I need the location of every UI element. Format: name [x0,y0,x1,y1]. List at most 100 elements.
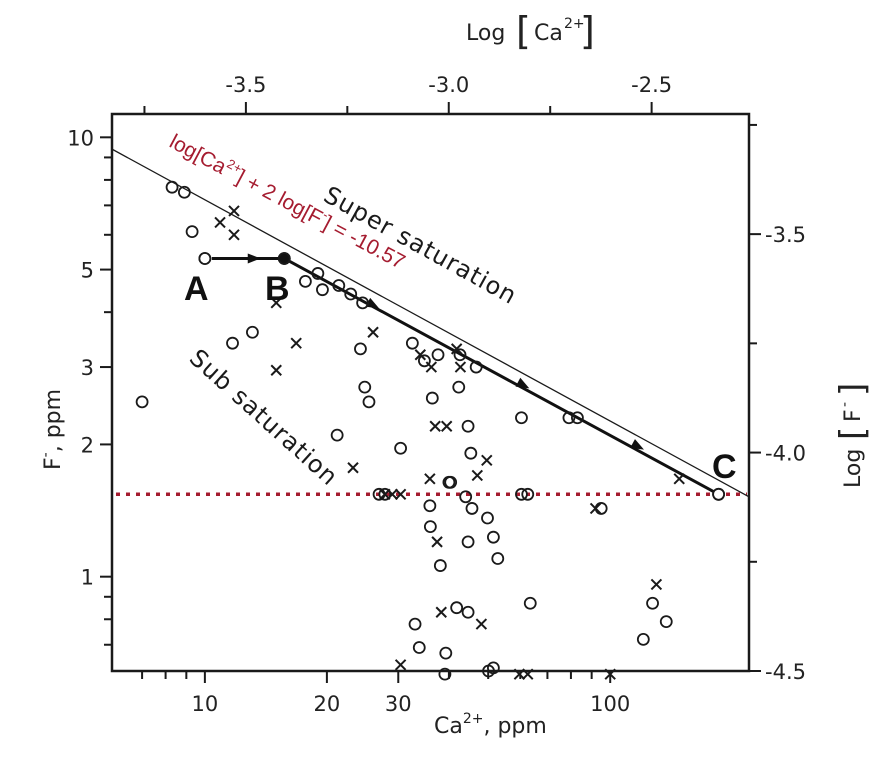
circle-marker [438,667,452,681]
top-axis-title: Log [ Ca 2+ ] [466,9,595,53]
svg-text:Log: Log [841,449,866,488]
cross-marker [367,326,379,338]
cross-marker [475,618,488,630]
y-tick-label: 10 [67,126,94,150]
circle-marker [523,596,537,610]
circle-marker [135,395,149,409]
circle-marker [482,664,495,678]
point-b-label: B [265,270,290,308]
circle-marker [246,325,259,339]
cross-marker [513,668,526,680]
circle-marker [165,180,179,194]
cross-marker [228,205,240,217]
cross-marker [435,606,447,618]
circle-marker [431,348,445,362]
x-axis-title: Ca2+, ppm [434,711,547,739]
cross-marker [673,473,685,485]
circle-marker [362,395,376,409]
cross-marker [450,343,463,355]
path-point-marker [198,252,212,265]
circle-marker [439,646,453,660]
cross-marker [522,668,534,680]
svg-text:]: ] [833,383,873,396]
svg-text:F-, ppm: F-, ppm [38,389,66,470]
cross-marker [228,229,240,241]
cross-marker [270,297,282,309]
x-tick-label: 30 [385,692,412,716]
cross-marker [424,473,436,485]
circle-marker [481,511,494,525]
circle-marker [425,391,439,405]
circle-marker [491,552,505,565]
circle-marker [378,487,392,501]
circle-marker [469,360,483,374]
circle-marker [412,641,426,654]
y-tick-label: 2 [81,433,94,457]
svg-text:Log: Log [466,21,505,46]
circle-marker [464,446,478,460]
path-point-marker [712,487,725,501]
cross-marker [290,337,302,349]
equation-label: log[Ca2+] + 2 log[F-] = -10.57 [166,130,409,274]
sub-saturation-label: Sub saturation [184,344,344,492]
svg-text:[: [ [833,427,873,440]
right-y-tick-label: -4.0 [765,442,806,466]
x-tick-label: 20 [314,692,341,716]
axis-ticks [100,102,761,683]
circle-marker [646,596,659,610]
cross-marker [431,536,443,548]
circle-marker [332,279,346,292]
circle-marker [354,342,367,356]
circle-marker [226,336,239,350]
svg-text:Ca: Ca [534,21,563,46]
point-c-label: C [712,448,737,486]
cross-marker [414,349,427,361]
cross-marker [394,488,407,501]
cross-marker [270,364,282,376]
y-tick-label: 5 [81,259,94,283]
cross-marker [394,659,407,671]
right-y-tick-label: -3.5 [765,223,806,247]
circle-marker [571,411,584,425]
circle-marker [423,520,437,534]
path-b-to-c [283,257,720,496]
cross-marker [440,420,453,432]
circle-marker [453,348,467,362]
arrowhead-icon [630,439,644,450]
x-tick-label: 10 [192,692,219,716]
circle-marker [358,380,372,394]
circle-marker [461,535,475,549]
circle-marker [465,502,479,515]
svg-text:-: - [837,402,853,407]
axis-tick-labels: 10 20 30 100 1 2 3 5 10 -3.5 -3.0 -2.5 -3.5 -4.0 -4.5 [67,73,806,716]
circle-marker [423,499,437,513]
circle-marker [311,267,325,280]
circle-marker [394,441,408,455]
circle-marker [659,615,673,629]
circle-marker [298,274,312,288]
cross-marker [589,502,602,515]
circle-marker [405,336,419,350]
cross-marker [347,462,359,474]
svg-text:2+: 2+ [564,16,585,32]
y-tick-label: 1 [81,566,94,590]
y-axis-title: F-, ppm [38,389,66,470]
cross-marker [425,361,438,373]
circle-marker [344,287,358,301]
cross-marker [429,420,441,432]
circle-marker [442,475,456,489]
circle-marker [417,354,431,368]
saturation-line [111,148,750,498]
top-x-tick-label: -3.5 [225,73,266,97]
point-a-label: A [184,270,209,308]
top-x-tick-label: -3.0 [428,73,469,97]
circle-marker [521,487,535,501]
circle-marker [450,601,464,615]
cross-marker [454,361,467,373]
svg-text:]: ] [580,9,595,53]
circle-marker [594,502,608,515]
cross-marker [604,668,616,680]
cross-marker [214,216,226,229]
top-x-tick-label: -2.5 [631,73,672,97]
